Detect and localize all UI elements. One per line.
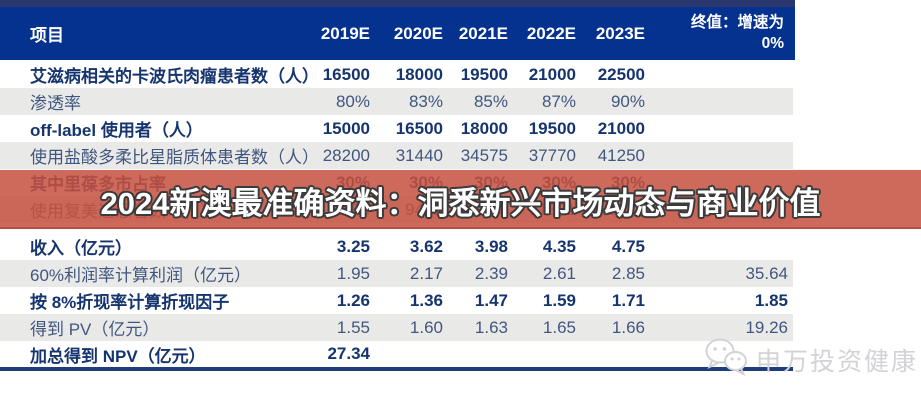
wechat-icon (702, 336, 750, 383)
table-cell: 1.47 (474, 290, 508, 310)
table-row: 60%利润率计算利润（亿元） 1.95 2.17 2.39 2.61 2.85 … (0, 260, 793, 287)
row-label: 艾滋病相关的卡波氏肉瘤患者数（人） (30, 67, 319, 86)
table-cell: 31440 (395, 145, 443, 165)
table-row: 得到 PV（亿元） 1.55 1.60 1.63 1.65 1.66 19.26 (0, 314, 793, 341)
table-cell: 4.75 (611, 236, 645, 256)
promo-overlay-banner: 2024新澳最准确资料：洞悉新兴市场动态与商业价值 (0, 170, 921, 229)
table-cell: 83% (408, 91, 443, 111)
terminal-label-line2: 0% (761, 34, 784, 52)
table-cell: 16500 (322, 64, 370, 84)
promo-overlay-text: 2024新澳最准确资料：洞悉新兴市场动态与商业价值 (100, 186, 821, 221)
table-cell: 18000 (395, 64, 443, 84)
table-cell: 1.65 (542, 317, 576, 337)
table-row: 艾滋病相关的卡波氏肉瘤患者数（人） 16500 18000 19500 2100… (0, 61, 793, 88)
table-cell: 3.62 (409, 236, 443, 256)
table-cell: 80% (335, 91, 370, 111)
table-cell: 1.95 (336, 263, 370, 283)
table-cell: 41250 (597, 145, 645, 165)
table-cell: 16500 (395, 118, 443, 138)
table-row: 渗透率 80% 83% 85% 87% 90% (0, 88, 793, 115)
table-cell: 15000 (322, 118, 370, 138)
table-cell: 1.26 (336, 290, 370, 310)
table-cell-terminal: 1.85 (754, 290, 788, 310)
table-cell: 1.71 (611, 290, 645, 310)
header-year-2021e: 2021E (458, 23, 508, 43)
header-terminal-column: 终值：增速为 0% (645, 13, 790, 55)
table-cell: 1.66 (611, 317, 645, 337)
table-cell: 21000 (528, 64, 576, 84)
table-cell: 3.98 (474, 236, 508, 256)
watermark: 申万投资健康 (702, 336, 918, 383)
table-row: off-label 使用者（人） 15000 16500 18000 19500… (0, 115, 793, 142)
row-label: off-label 使用者（人） (30, 121, 203, 140)
table-row: 按 8%折现率计算折现因子 1.26 1.36 1.47 1.59 1.71 1… (0, 287, 793, 314)
row-label: 收入（亿元） (30, 239, 132, 258)
table-row: 收入（亿元） 3.25 3.62 3.98 4.35 4.75 (0, 233, 793, 260)
table-cell: 85% (473, 91, 508, 111)
table-header-row: 项目 2019E 2020E 2021E 2022E 2023E 终值：增速为 … (0, 0, 795, 60)
table-cell: 34575 (460, 145, 508, 165)
table-cell: 27.34 (327, 344, 370, 363)
table-cell: 28200 (322, 145, 370, 165)
row-label: 按 8%折现率计算折现因子 (30, 293, 230, 312)
terminal-label-line1: 终值：增速为 (690, 13, 784, 31)
table-cell: 2.61 (542, 263, 576, 283)
table-cell: 18000 (460, 118, 508, 138)
header-year-2019e: 2019E (320, 23, 370, 43)
table-cell: 19500 (528, 118, 576, 138)
table-cell: 3.25 (336, 236, 370, 256)
table-cell: 1.63 (474, 317, 508, 337)
table-cell: 1.60 (409, 317, 443, 337)
table-cell: 1.59 (542, 290, 576, 310)
table-row-npv-total: 加总得到 NPV（亿元） 27.34 (0, 341, 793, 371)
table-cell: 2.85 (611, 263, 645, 283)
header-year-2023e: 2023E (595, 23, 645, 43)
table-cell: 90% (610, 91, 645, 111)
table-row: 使用盐酸多柔比星脂质体患者数（人） 28200 31440 34575 3777… (0, 142, 793, 169)
table-cell-terminal: 19.26 (745, 317, 788, 337)
table-cell: 2.39 (474, 263, 508, 283)
header-item-column: 项目 (30, 26, 64, 45)
table-cell: 4.35 (542, 236, 576, 256)
header-year-2022e: 2022E (526, 23, 576, 43)
table-cell: 37770 (528, 145, 576, 165)
table-cell: 87% (541, 91, 576, 111)
row-label: 得到 PV（亿元） (30, 320, 160, 339)
table-cell: 1.36 (409, 290, 443, 310)
table-cell-terminal: 35.64 (745, 263, 788, 283)
table-cell: 19500 (460, 64, 508, 84)
row-label: 60%利润率计算利润（亿元） (30, 266, 252, 285)
row-label: 渗透率 (30, 94, 81, 113)
table-cell: 1.55 (336, 317, 370, 337)
watermark-text: 申万投资健康 (756, 347, 919, 376)
table-body: 艾滋病相关的卡波氏肉瘤患者数（人） 16500 18000 19500 2100… (0, 61, 793, 371)
header-year-2020e: 2020E (393, 23, 443, 43)
row-label: 使用盐酸多柔比星脂质体患者数（人） (30, 148, 319, 167)
table-cell: 22500 (597, 64, 645, 84)
row-label: 加总得到 NPV（亿元） (30, 346, 206, 366)
table-cell: 21000 (597, 118, 645, 138)
table-cell: 2.17 (409, 263, 443, 283)
